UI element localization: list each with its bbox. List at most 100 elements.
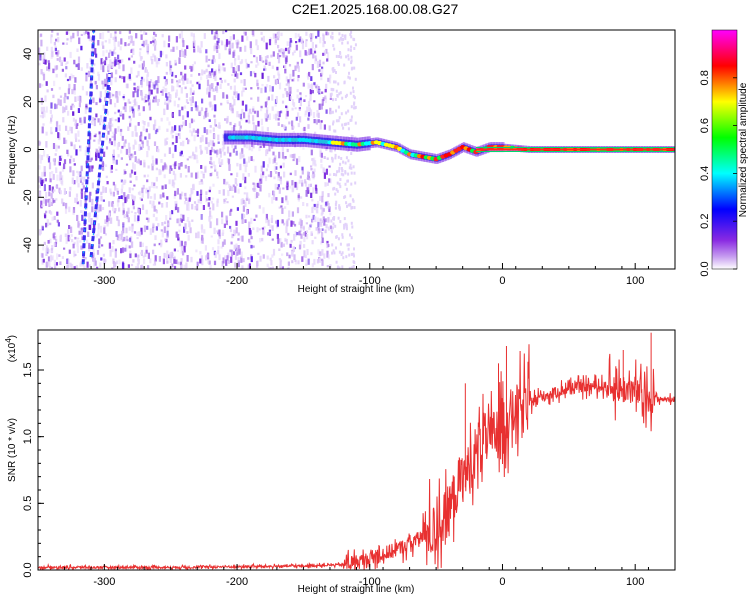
- noise-speckle: [318, 69, 321, 72]
- noise-speckle: [56, 253, 59, 260]
- noise-speckle: [321, 66, 324, 70]
- noise-speckle: [252, 106, 255, 110]
- noise-speckle: [223, 239, 226, 245]
- noise-speckle: [347, 121, 350, 125]
- noise-speckle: [68, 191, 71, 197]
- noise-speckle: [64, 92, 67, 98]
- noise-speckle: [155, 209, 158, 214]
- noise-speckle: [98, 134, 101, 142]
- noise-speckle: [109, 138, 112, 142]
- noise-speckle: [321, 232, 324, 238]
- noise-speckle: [128, 115, 131, 119]
- noise-speckle: [122, 223, 125, 228]
- noise-speckle: [53, 236, 56, 240]
- noise-speckle: [346, 243, 349, 247]
- noise-speckle: [70, 126, 73, 134]
- noise-speckle: [129, 105, 132, 113]
- noise-speckle: [225, 39, 229, 45]
- noise-speckle: [211, 247, 215, 251]
- noise-speckle: [350, 67, 353, 71]
- noise-speckle: [237, 260, 240, 268]
- noise-speckle: [49, 199, 52, 205]
- noise-speckle: [221, 241, 225, 247]
- noise-speckle: [201, 69, 204, 76]
- noise-speckle: [134, 253, 137, 258]
- noise-speckle: [310, 223, 313, 226]
- noise-speckle: [141, 204, 145, 210]
- noise-speckle: [199, 251, 202, 255]
- noise-speckle: [131, 226, 134, 233]
- noise-speckle: [65, 139, 68, 144]
- noise-speckle: [183, 55, 187, 58]
- noise-speckle: [353, 247, 355, 251]
- noise-speckle: [329, 212, 332, 216]
- noise-speckle: [299, 36, 302, 41]
- noise-speckle: [200, 255, 203, 262]
- noise-speckle: [312, 214, 315, 220]
- noise-speckle: [350, 118, 353, 122]
- noise-speckle: [299, 218, 302, 225]
- noise-speckle: [328, 178, 331, 183]
- noise-speckle: [287, 82, 290, 87]
- noise-speckle: [149, 200, 152, 205]
- noise-speckle: [282, 243, 285, 247]
- noise-speckle: [38, 154, 41, 159]
- noise-speckle: [304, 181, 308, 187]
- noise-speckle: [137, 70, 140, 77]
- noise-speckle: [140, 135, 143, 140]
- noise-speckle: [129, 123, 132, 127]
- noise-speckle: [340, 55, 343, 59]
- noise-speckle: [287, 79, 290, 84]
- noise-speckle: [220, 40, 223, 43]
- noise-speckle: [268, 85, 272, 92]
- noise-speckle: [255, 214, 258, 218]
- noise-speckle: [353, 171, 356, 175]
- noise-speckle: [338, 55, 341, 58]
- noise-speckle: [318, 59, 322, 66]
- noise-speckle: [169, 252, 172, 255]
- noise-speckle: [314, 216, 317, 223]
- noise-speckle: [216, 171, 219, 177]
- noise-speckle: [236, 73, 239, 79]
- noise-speckle: [174, 62, 177, 66]
- noise-speckle: [94, 260, 97, 266]
- noise-speckle: [234, 58, 237, 61]
- noise-speckle: [142, 40, 145, 48]
- noise-speckle: [72, 158, 75, 162]
- noise-speckle: [65, 63, 68, 66]
- noise-speckle: [350, 221, 353, 225]
- noise-speckle: [317, 30, 320, 37]
- noise-speckle: [338, 38, 341, 42]
- noise-speckle: [233, 244, 236, 250]
- noise-speckle: [327, 226, 330, 231]
- noise-speckle: [169, 211, 172, 218]
- noise-speckle: [328, 125, 331, 131]
- noise-speckle: [350, 30, 353, 34]
- noise-speckle: [233, 70, 236, 74]
- noise-speckle: [156, 83, 159, 90]
- noise-speckle: [218, 157, 221, 164]
- noise-speckle: [79, 96, 82, 103]
- noise-speckle: [45, 210, 48, 214]
- noise-speckle: [75, 193, 79, 198]
- noise-speckle: [171, 78, 174, 84]
- noise-speckle: [352, 86, 354, 90]
- noise-speckle: [152, 82, 155, 86]
- noise-speckle: [263, 226, 266, 229]
- noise-speckle: [56, 211, 59, 216]
- noise-speckle: [285, 105, 288, 109]
- noise-speckle: [147, 252, 150, 259]
- noise-speckle: [155, 167, 158, 171]
- noise-speckle: [242, 258, 245, 263]
- noise-speckle: [61, 256, 64, 259]
- noise-speckle: [140, 146, 143, 150]
- noise-speckle: [281, 100, 285, 104]
- noise-speckle: [257, 96, 260, 102]
- noise-speckle: [99, 91, 102, 98]
- noise-speckle: [313, 50, 317, 54]
- noise-speckle: [84, 150, 87, 156]
- noise-speckle: [58, 86, 61, 90]
- noise-speckle: [323, 219, 326, 226]
- noise-speckle: [319, 123, 322, 130]
- noise-speckle: [340, 253, 343, 256]
